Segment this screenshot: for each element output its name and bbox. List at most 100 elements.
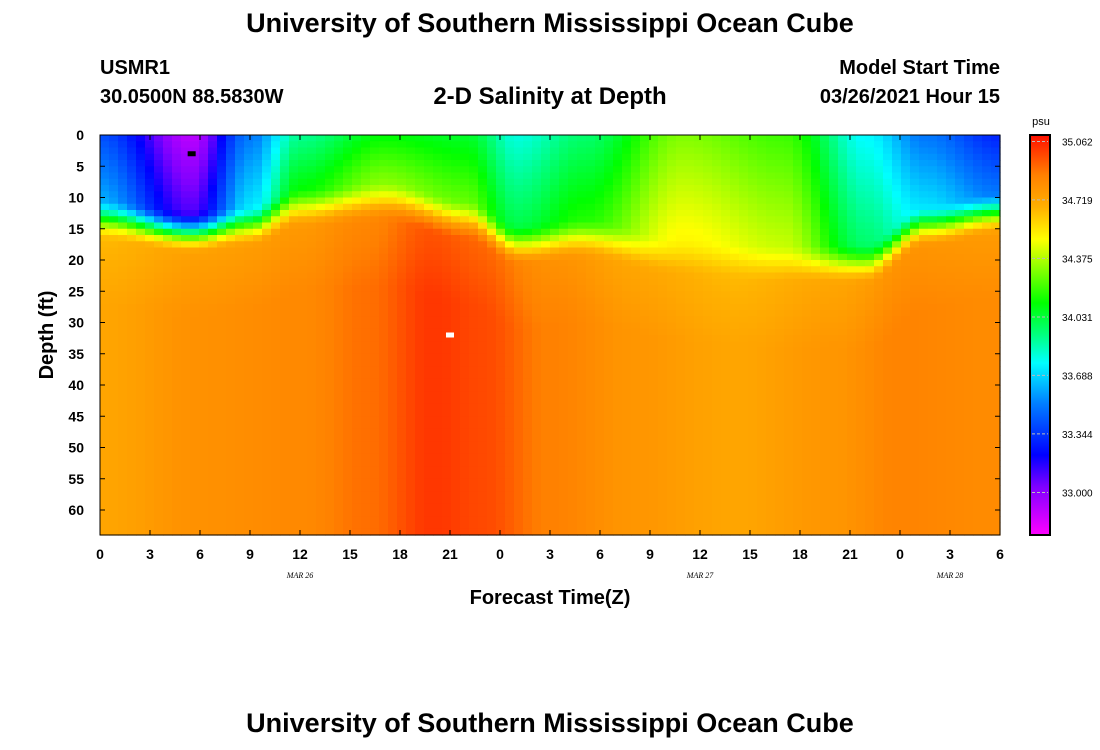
heatmap-cell (496, 210, 506, 217)
heatmap-cell (478, 341, 488, 349)
heatmap-cell (586, 372, 596, 380)
heatmap-cell (568, 266, 578, 274)
heatmap-cell (325, 178, 335, 186)
heatmap-cell (487, 135, 497, 142)
heatmap-cell (496, 366, 506, 374)
heatmap-cell (163, 141, 173, 149)
heatmap-cell (478, 260, 488, 267)
heatmap-cell (163, 147, 173, 155)
heatmap-cell (649, 178, 659, 186)
heatmap-cell (262, 416, 272, 424)
heatmap-cell (262, 141, 272, 149)
heatmap-cell (325, 185, 335, 192)
heatmap-cell (478, 372, 488, 380)
heatmap-cell (316, 360, 326, 367)
heatmap-cell (469, 347, 479, 355)
heatmap-cell (433, 491, 443, 499)
heatmap-cell (334, 460, 344, 467)
heatmap-cell (775, 478, 785, 486)
heatmap-cell (568, 235, 578, 242)
heatmap-cell (433, 435, 443, 442)
heatmap-cell (766, 253, 776, 261)
heatmap-cell (316, 253, 326, 261)
heatmap-cell (262, 497, 272, 505)
heatmap-cell (343, 266, 353, 274)
heatmap-cell (523, 210, 533, 217)
heatmap-cell (541, 491, 551, 499)
heatmap-cell (721, 516, 731, 524)
heatmap-cell (118, 291, 128, 299)
heatmap-cell (784, 266, 794, 274)
heatmap-cell (172, 328, 182, 336)
heatmap-cell (136, 285, 146, 292)
heatmap-cell (721, 441, 731, 449)
heatmap-cell (325, 147, 335, 155)
heatmap-cell (748, 472, 758, 480)
heatmap-cell (730, 478, 740, 486)
heatmap-cell (757, 360, 767, 367)
heatmap-cell (622, 391, 632, 399)
heatmap-cell (217, 385, 227, 392)
heatmap-cell (226, 341, 236, 349)
heatmap-cell (649, 153, 659, 161)
heatmap-cell (613, 422, 623, 430)
heatmap-cell (730, 503, 740, 511)
heatmap-cell (100, 310, 110, 317)
heatmap-cell (442, 222, 452, 230)
heatmap-cell (172, 447, 182, 455)
heatmap-cell (487, 416, 497, 424)
heatmap-cell (586, 416, 596, 424)
heatmap-cell (631, 197, 641, 205)
heatmap-cell (595, 522, 605, 530)
heatmap-cell (703, 285, 713, 292)
heatmap-cell (748, 241, 758, 249)
heatmap-cell (163, 303, 173, 311)
heatmap-cell (289, 291, 299, 299)
heatmap-cell (100, 272, 110, 280)
heatmap-cell (766, 422, 776, 430)
heatmap-cell (658, 178, 668, 186)
heatmap-cell (460, 447, 470, 455)
heatmap-cell (235, 322, 245, 330)
heatmap-cell (577, 491, 587, 499)
heatmap-cell (739, 410, 749, 417)
heatmap-cell (244, 210, 254, 217)
heatmap-cell (424, 247, 434, 255)
heatmap-cell (577, 391, 587, 399)
heatmap-cell (460, 228, 470, 236)
heatmap-cell (343, 216, 353, 224)
heatmap-cell (442, 185, 452, 192)
heatmap-cell (505, 472, 515, 480)
heatmap-cell (469, 353, 479, 361)
heatmap-cell (712, 203, 722, 211)
heatmap-cell (343, 328, 353, 336)
heatmap-cell (604, 310, 614, 317)
heatmap-cell (685, 441, 695, 449)
heatmap-cell (406, 285, 416, 292)
heatmap-cell (676, 228, 686, 236)
heatmap-cell (694, 403, 704, 411)
heatmap-cell (676, 366, 686, 374)
heatmap-cell (226, 347, 236, 355)
heatmap-cell (352, 185, 362, 192)
heatmap-cell (280, 422, 290, 430)
heatmap-cell (721, 210, 731, 217)
heatmap-cell (469, 316, 479, 324)
heatmap-cell (775, 428, 785, 436)
heatmap-cell (685, 303, 695, 311)
heatmap-cell (136, 510, 146, 517)
heatmap-cell (784, 522, 794, 530)
heatmap-cell (298, 291, 308, 299)
heatmap-cell (730, 378, 740, 386)
heatmap-cell (100, 172, 110, 180)
heatmap-cell (622, 466, 632, 474)
heatmap-cell (343, 210, 353, 217)
heatmap-cell (505, 347, 515, 355)
heatmap-cell (118, 185, 128, 192)
heatmap-cell (190, 347, 200, 355)
heatmap-cell (442, 135, 452, 142)
heatmap-cell (784, 510, 794, 517)
heatmap-cell (136, 135, 146, 142)
heatmap-cell (397, 135, 407, 142)
heatmap-cell (298, 303, 308, 311)
